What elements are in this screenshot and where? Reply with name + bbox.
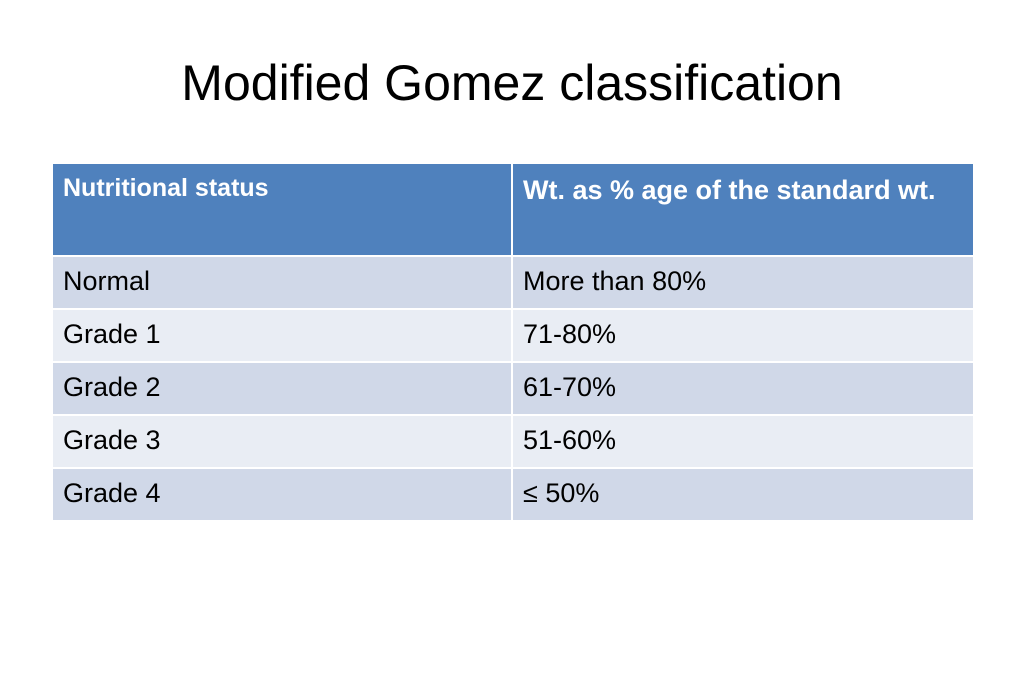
weight-cell: 61-70%	[511, 361, 975, 416]
table-row: Grade 3 51-60%	[51, 414, 975, 469]
status-cell: Grade 2	[51, 361, 513, 416]
status-cell: Grade 1	[51, 308, 513, 363]
table-row: Grade 2 61-70%	[51, 361, 975, 416]
status-cell: Normal	[51, 255, 513, 310]
table-row: Grade 1 71-80%	[51, 308, 975, 363]
table-body: Normal More than 80% Grade 1 71-80% Grad…	[51, 255, 975, 522]
header-row: Nutritional status Wt. as % age of the s…	[51, 162, 975, 257]
weight-cell: 51-60%	[511, 414, 975, 469]
table-row: Grade 4 ≤ 50%	[51, 467, 975, 522]
status-cell: Grade 4	[51, 467, 513, 522]
weight-cell: 71-80%	[511, 308, 975, 363]
weight-cell: ≤ 50%	[511, 467, 975, 522]
weight-cell: More than 80%	[511, 255, 975, 310]
slide-title: Modified Gomez classification	[181, 55, 843, 111]
table-header: Nutritional status Wt. as % age of the s…	[51, 162, 975, 257]
header-nutritional-status: Nutritional status	[51, 162, 513, 257]
header-weight-percent: Wt. as % age of the standard wt.	[511, 162, 975, 257]
table-row: Normal More than 80%	[51, 255, 975, 310]
classification-table: Nutritional status Wt. as % age of the s…	[51, 162, 975, 522]
status-cell: Grade 3	[51, 414, 513, 469]
